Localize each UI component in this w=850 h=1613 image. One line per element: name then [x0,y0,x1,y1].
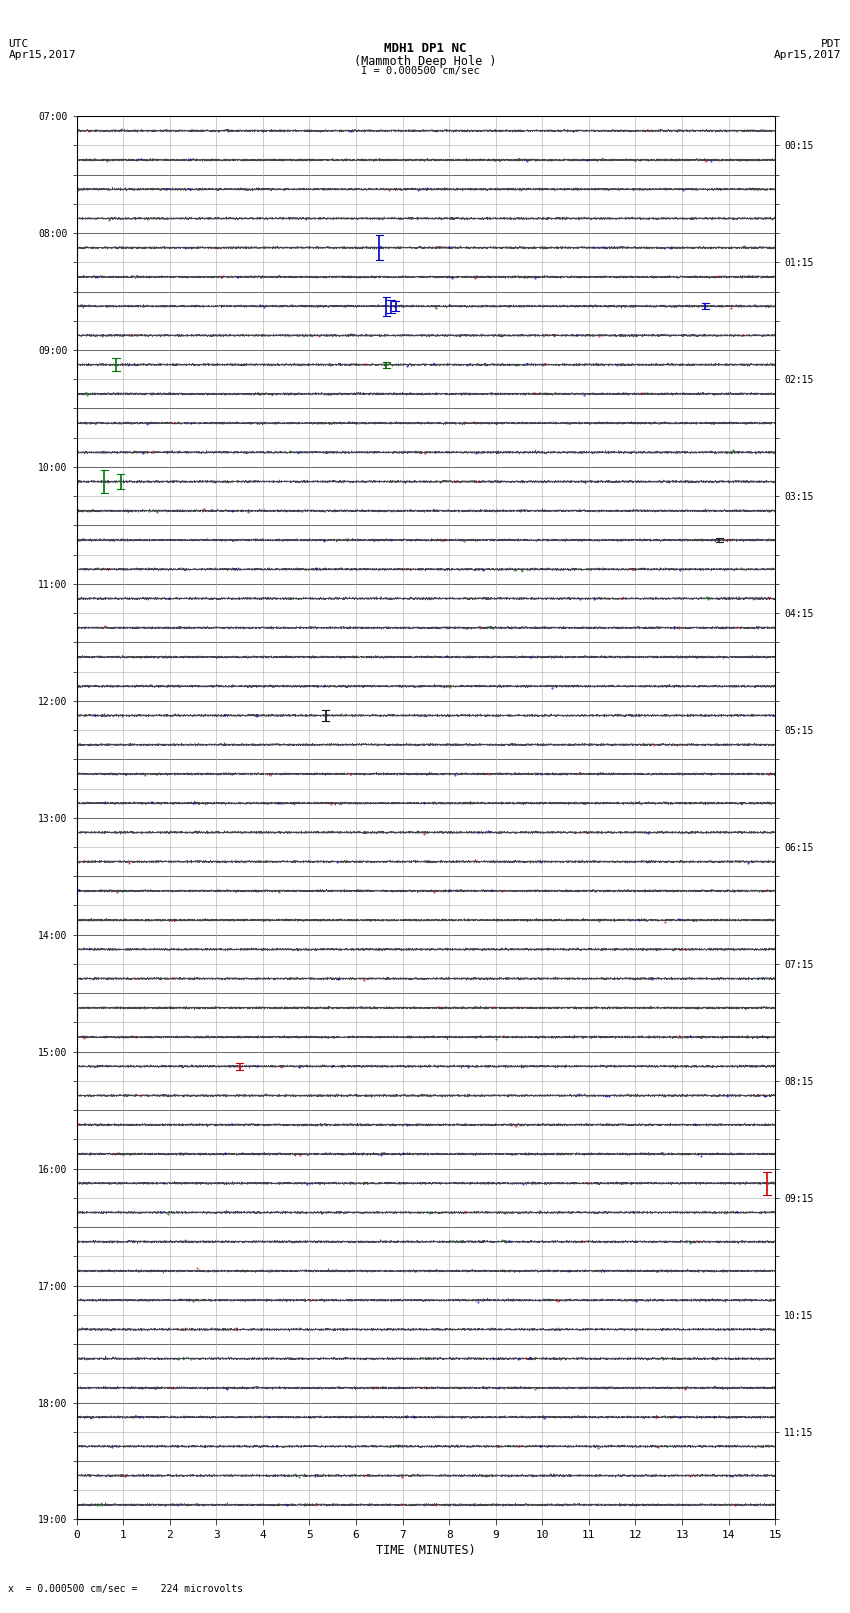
Text: x  = 0.000500 cm/sec =    224 microvolts: x = 0.000500 cm/sec = 224 microvolts [8,1584,243,1594]
Text: (Mammoth Deep Hole ): (Mammoth Deep Hole ) [354,55,496,68]
Text: Apr15,2017: Apr15,2017 [8,50,76,60]
Text: UTC: UTC [8,39,29,48]
X-axis label: TIME (MINUTES): TIME (MINUTES) [376,1544,476,1557]
Text: PDT: PDT [821,39,842,48]
Text: Apr15,2017: Apr15,2017 [774,50,842,60]
Text: MDH1 DP1 NC: MDH1 DP1 NC [383,42,467,55]
Text: I = 0.000500 cm/sec: I = 0.000500 cm/sec [361,66,480,76]
